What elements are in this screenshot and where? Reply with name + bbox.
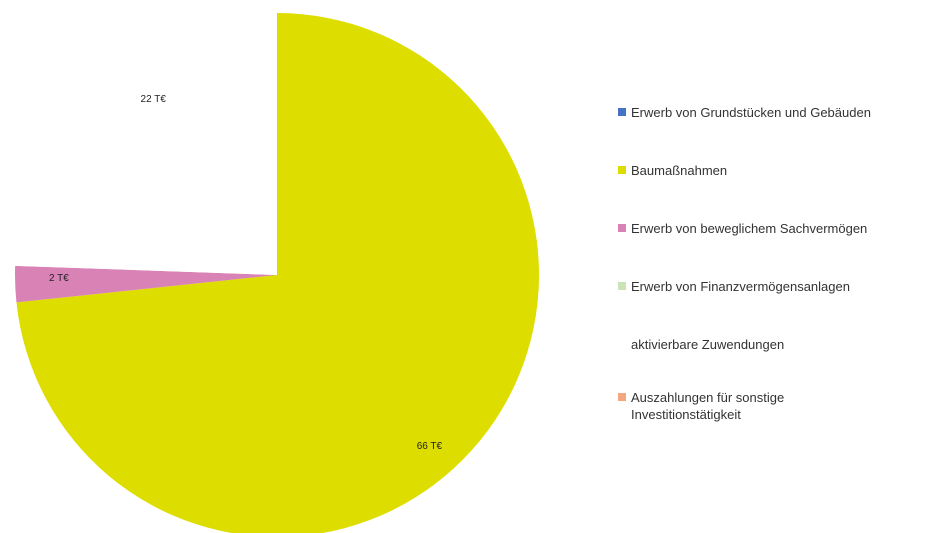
slice-label-3: 2 T€	[49, 273, 69, 284]
slice-label-2: 66 T€	[417, 441, 443, 452]
legend-label: aktivierbare Zuwendungen	[631, 337, 785, 352]
legend-label: Erwerb von beweglichem Sachvermögen	[631, 221, 868, 236]
legend-label: Investitionstätigkeit	[631, 407, 741, 422]
legend-label: Auszahlungen für sonstige	[631, 390, 785, 405]
legend-label: Erwerb von Grundstücken und Gebäuden	[631, 105, 871, 120]
legend-swatch	[618, 224, 626, 232]
legend-swatch	[618, 166, 626, 174]
pie-chart: 66 T€ 2 T€ 22 T€	[15, 13, 539, 533]
legend-swatch	[618, 282, 626, 290]
pie-slice-2	[16, 13, 539, 533]
pie-labels: 66 T€ 2 T€ 22 T€	[49, 94, 443, 452]
pie-slices	[15, 13, 539, 533]
legend-item-3: Erwerb von beweglichem Sachvermögen	[618, 220, 948, 237]
pie-slice-5	[15, 13, 277, 275]
legend-label: Erwerb von Finanzvermögensanlagen	[631, 279, 850, 294]
legend-item-6: Auszahlungen für sonstige Investitionstät…	[618, 389, 948, 423]
legend-label: Baumaßnahmen	[631, 163, 728, 178]
legend-item-5: aktivierbare Zuwendungen	[618, 336, 948, 353]
legend: Erwerb von Grundstücken und Gebäuden Baum…	[618, 104, 948, 423]
slice-label-5: 22 T€	[141, 94, 167, 105]
legend-item-4: Erwerb von Finanzvermögensanlagen	[618, 278, 948, 295]
legend-item-1: Erwerb von Grundstücken und Gebäuden	[618, 104, 948, 121]
legend-item-2: Baumaßnahmen	[618, 162, 948, 179]
pie-slice-3	[15, 265, 278, 303]
legend-swatch	[618, 108, 626, 116]
legend-swatch	[618, 393, 626, 401]
